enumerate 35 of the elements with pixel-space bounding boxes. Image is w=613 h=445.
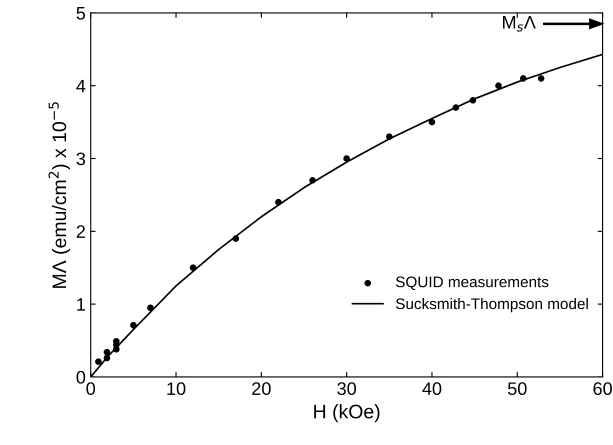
y-tick-label: 0 <box>76 370 86 384</box>
point <box>104 348 110 356</box>
point <box>520 75 527 82</box>
y-axis-title: MΛ (emu/cm$^{2}$) x 10$^{−5}$ <box>48 102 70 288</box>
y-tick-label: 2 <box>76 225 85 238</box>
point <box>309 177 316 184</box>
x-tick-label: 30 <box>337 382 356 396</box>
point <box>190 264 196 272</box>
x-tick-label: 0 <box>86 382 96 396</box>
point <box>495 82 502 89</box>
legend-label: SQUID measurements <box>396 276 548 290</box>
point <box>386 133 393 140</box>
y-tick-label: 4 <box>76 80 86 92</box>
x-tick-label: 40 <box>422 382 442 396</box>
point <box>130 322 137 329</box>
x-tick-label: 60 <box>593 382 612 396</box>
point <box>147 304 154 312</box>
y-tick-label: 5 <box>76 7 86 20</box>
point <box>232 235 240 242</box>
x-tick-label: 20 <box>252 382 271 396</box>
y-tick-label: 1 <box>77 298 85 311</box>
point <box>104 354 110 362</box>
y-tick-label: 3 <box>76 152 86 166</box>
point <box>452 104 460 111</box>
point <box>343 155 350 162</box>
x-tick-label: 10 <box>167 382 186 396</box>
point <box>95 358 102 365</box>
point <box>538 75 544 82</box>
legend-label: Sucksmith-Thompson model <box>396 298 588 312</box>
x-axis-title: H (kOe) <box>314 404 380 422</box>
point <box>470 96 476 104</box>
x-tick-label: 50 <box>508 382 527 396</box>
point <box>428 118 436 126</box>
point <box>275 198 282 206</box>
annotation: M$_{s}$Λ <box>503 16 536 32</box>
